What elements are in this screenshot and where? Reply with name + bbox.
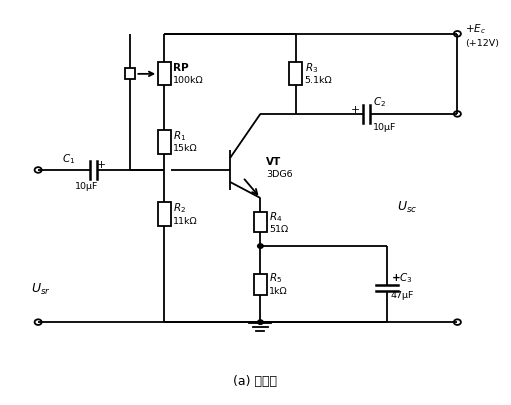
Text: VT: VT xyxy=(266,157,282,167)
Text: 10μF: 10μF xyxy=(373,123,396,132)
Text: 47μF: 47μF xyxy=(391,290,414,299)
Text: 11kΩ: 11kΩ xyxy=(173,216,198,225)
Circle shape xyxy=(258,244,263,249)
Text: (a) 电路一: (a) 电路一 xyxy=(234,374,277,387)
Text: RP: RP xyxy=(173,62,189,72)
Bar xyxy=(125,69,135,80)
Text: +$C_3$: +$C_3$ xyxy=(391,270,413,284)
Text: 15kΩ: 15kΩ xyxy=(173,144,198,153)
Text: $C_1$: $C_1$ xyxy=(62,152,75,166)
Text: 3DG6: 3DG6 xyxy=(266,169,293,178)
Text: $R_2$: $R_2$ xyxy=(173,200,187,214)
Text: $C_2$: $C_2$ xyxy=(373,95,386,109)
Text: +: + xyxy=(351,105,360,115)
Text: (+12V): (+12V) xyxy=(465,39,499,48)
Text: $R_4$: $R_4$ xyxy=(269,210,283,224)
Text: 5.1kΩ: 5.1kΩ xyxy=(305,76,332,85)
Text: $R_3$: $R_3$ xyxy=(305,61,318,75)
Text: 100kΩ: 100kΩ xyxy=(173,76,204,85)
Bar xyxy=(158,131,171,154)
Bar xyxy=(158,203,171,226)
Bar xyxy=(158,63,171,86)
Text: 51Ω: 51Ω xyxy=(269,224,289,233)
Text: $U_{sr}$: $U_{sr}$ xyxy=(31,281,50,296)
Bar xyxy=(289,63,302,86)
Circle shape xyxy=(258,320,263,324)
Text: $R_5$: $R_5$ xyxy=(269,270,283,284)
Text: 1kΩ: 1kΩ xyxy=(269,286,288,295)
Text: $R_1$: $R_1$ xyxy=(173,128,187,142)
Text: 10μF: 10μF xyxy=(75,181,98,190)
Text: +: + xyxy=(97,160,106,170)
Bar xyxy=(254,274,267,295)
Bar xyxy=(254,212,267,233)
Text: $+E_c$: $+E_c$ xyxy=(465,22,486,36)
Text: $U_{sc}$: $U_{sc}$ xyxy=(397,199,417,214)
